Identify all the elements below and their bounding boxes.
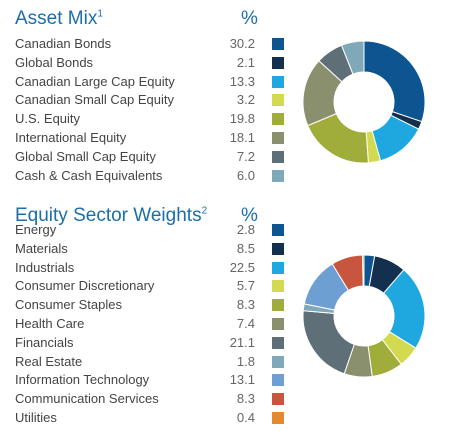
legend-swatch — [272, 355, 284, 368]
category-label: Health Care — [15, 316, 85, 331]
category-label: U.S. Equity — [15, 111, 81, 127]
legend-swatch — [272, 299, 284, 312]
category-label: Global Small Cap Equity — [15, 148, 156, 164]
legend-swatch — [272, 412, 284, 424]
legend-row: Financials 21.1 — [0, 334, 300, 353]
legend-row: Canadian Large Cap Equity 13.3 — [0, 73, 300, 92]
legend-row: Communication Services 8.3 — [0, 390, 300, 409]
value-label: 30.2 — [229, 36, 255, 51]
legend-row: Consumer Staples 8.3 — [0, 296, 300, 315]
legend-swatch — [272, 224, 284, 236]
value-label: 13.3 — [229, 73, 255, 89]
donut-slice — [340, 40, 365, 75]
category-label: Materials — [15, 240, 68, 256]
legend-swatch — [272, 336, 284, 349]
asset-mix-footnote-mark: 1 — [97, 8, 103, 20]
legend-swatch — [272, 374, 284, 387]
legend-swatch — [272, 75, 284, 88]
donut-slice — [302, 310, 355, 375]
category-label: Canadian Bonds — [15, 36, 112, 51]
legend-row: Real Estate 1.8 — [0, 353, 300, 372]
legend-swatch — [272, 318, 284, 330]
category-label: Consumer Staples — [15, 297, 122, 313]
legend-swatch — [272, 242, 284, 255]
category-label: Canadian Large Cap Equity — [15, 73, 175, 89]
category-label: Information Technology — [15, 372, 150, 388]
donut-slice — [363, 40, 426, 123]
legend-row: Canadian Bonds 30.2 — [0, 35, 300, 54]
value-label: 8.3 — [236, 391, 255, 407]
legend-row: Consumer Discretionary 5.7 — [0, 277, 300, 296]
asset-mix-title: Asset Mix1 — [15, 8, 103, 29]
legend-row: Information Technology 13.1 — [0, 371, 300, 390]
category-label: Canadian Small Cap Equity — [15, 92, 174, 108]
value-label: 21.1 — [229, 334, 255, 350]
category-label: International Equity — [15, 130, 127, 145]
legend-swatch — [272, 280, 284, 293]
category-label: Financials — [15, 334, 74, 350]
category-label: Energy — [15, 222, 57, 237]
category-label: Utilities — [15, 410, 57, 425]
legend-swatch — [272, 38, 284, 50]
legend-row: International Equity 18.1 — [0, 129, 300, 148]
donut-slice — [361, 254, 365, 287]
value-label: 7.4 — [236, 316, 255, 331]
value-label: 13.1 — [229, 372, 255, 388]
value-label: 3.2 — [236, 92, 255, 108]
legend-row: Cash & Cash Equivalents 6.0 — [0, 167, 300, 186]
value-label: 8.3 — [236, 297, 255, 313]
category-label: Global Bonds — [15, 54, 94, 70]
legend-row: Canadian Small Cap Equity 3.2 — [0, 91, 300, 110]
legend-row: U.S. Equity 19.8 — [0, 110, 300, 129]
value-label: 22.5 — [229, 259, 255, 275]
legend-row: Health Care 7.4 — [0, 315, 300, 334]
legend-row: Materials 8.5 — [0, 240, 300, 259]
equity-sector-section: Equity Sector Weights2 % Energy 2.8 Materi… — [0, 197, 457, 447]
category-label: Consumer Discretionary — [15, 278, 155, 294]
legend-swatch — [272, 56, 284, 69]
legend-row: Utilities 0.4 — [0, 409, 300, 428]
value-label: 6.0 — [236, 167, 255, 183]
asset-mix-donut-chart — [302, 40, 426, 164]
category-label: Cash & Cash Equivalents — [15, 167, 163, 183]
value-label: 5.7 — [236, 278, 255, 294]
equity-sector-title: Equity Sector Weights2 — [15, 205, 208, 226]
legend-swatch — [272, 113, 284, 126]
legend-row: Industrials 22.5 — [0, 259, 300, 278]
category-label: Real Estate — [15, 353, 83, 369]
legend-swatch — [272, 393, 284, 406]
category-label: Communication Services — [15, 391, 159, 407]
legend-row: Global Bonds 2.1 — [0, 54, 300, 73]
value-label: 18.1 — [229, 130, 255, 145]
value-label: 7.2 — [236, 148, 255, 164]
legend-swatch — [272, 132, 284, 144]
legend-swatch — [272, 150, 284, 163]
value-label: 0.4 — [236, 410, 255, 425]
equity-sector-percent-header: % — [241, 205, 258, 226]
legend-row: Global Small Cap Equity 7.2 — [0, 148, 300, 167]
category-label: Industrials — [15, 259, 75, 275]
equity-sector-donut-chart — [302, 254, 426, 378]
asset-mix-percent-header: % — [241, 8, 258, 29]
value-label: 2.8 — [236, 222, 255, 237]
legend-swatch — [272, 261, 284, 274]
value-label: 19.8 — [229, 111, 255, 127]
legend-swatch — [272, 94, 284, 107]
asset-mix-section: Asset Mix1 % Canadian Bonds 30.2 Global Bo… — [0, 0, 457, 195]
value-label: 2.1 — [236, 54, 255, 70]
value-label: 1.8 — [236, 353, 255, 369]
legend-swatch — [272, 169, 284, 182]
equity-sector-footnote-mark: 2 — [201, 205, 208, 217]
value-label: 8.5 — [236, 240, 255, 256]
legend-row: Energy 2.8 — [0, 221, 300, 240]
